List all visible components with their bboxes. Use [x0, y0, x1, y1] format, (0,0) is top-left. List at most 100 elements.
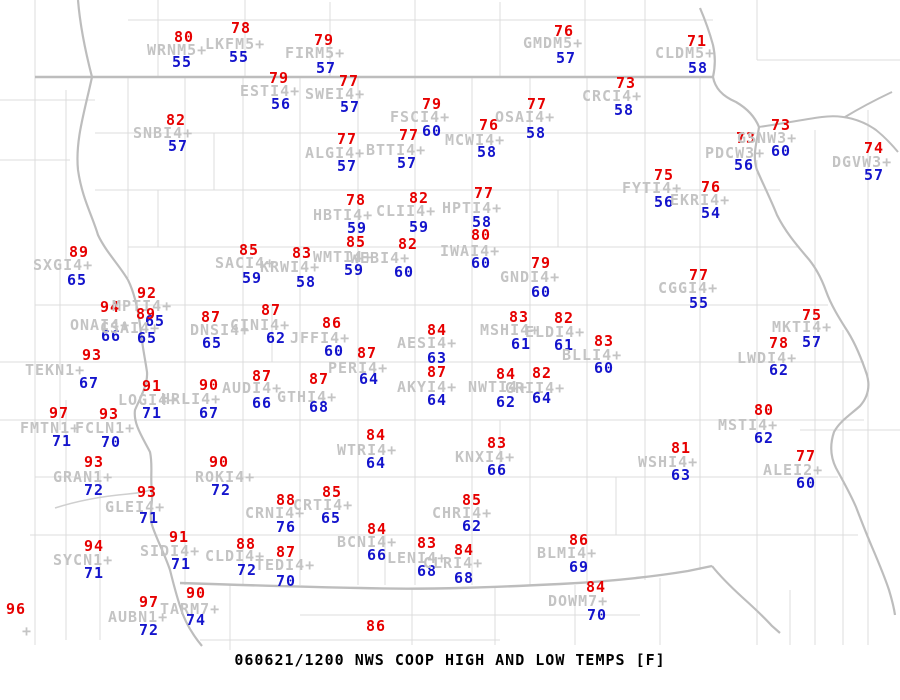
station-high-temp: 93 — [137, 483, 158, 501]
station-low-temp: 65 — [202, 334, 223, 352]
station-high-temp: 84 — [366, 426, 387, 444]
station-id-label: FSCI4+ — [390, 108, 451, 126]
station-id-label: SACI4+ — [215, 254, 276, 272]
station-low-temp: 57 — [397, 154, 418, 172]
station-high-temp: 94 — [100, 298, 121, 316]
station-low-temp: 58 — [296, 273, 317, 291]
station-high-temp: 79 — [531, 254, 552, 272]
station-id-label: SWEI4+ — [305, 85, 366, 103]
station-high-temp: 91 — [169, 528, 190, 546]
station-low-temp: 61 — [511, 335, 532, 353]
station-high-temp: 88 — [236, 535, 257, 553]
station-high-temp: 77 — [527, 95, 548, 113]
station-high-temp: 84 — [586, 578, 607, 596]
station-id-label: WMTI4+ — [313, 248, 374, 266]
station-low-temp: 72 — [237, 561, 258, 579]
station-id-label: FCLN1+ — [75, 419, 136, 437]
station-high-temp: 76 — [701, 178, 722, 196]
station-high-temp: 82 — [398, 235, 419, 253]
station-low-temp: 68 — [417, 562, 438, 580]
station-high-temp: 97 — [139, 593, 160, 611]
station-id-label: JFFI4+ — [290, 329, 351, 347]
station-low-temp: 57 — [864, 166, 885, 184]
station-low-temp: 76 — [276, 518, 297, 536]
station-id-label: PERI4+ — [328, 359, 389, 377]
station-high-temp: 92 — [137, 284, 158, 302]
station-id-label: GRAN1+ — [53, 468, 114, 486]
station-low-temp: 71 — [84, 564, 105, 582]
station-id-label: GTHI4+ — [277, 388, 338, 406]
station-high-temp: 87 — [201, 308, 222, 326]
des-moines-river — [711, 565, 781, 634]
station-id-label: ESTI4+ — [240, 82, 301, 100]
station-id-label: SYCN1+ — [53, 551, 114, 569]
station-id-label: WEBI4+ — [350, 249, 411, 267]
station-id-label: WRNM5+ — [147, 41, 208, 59]
station-low-temp: 60 — [324, 342, 345, 360]
station-high-temp: 91 — [142, 377, 163, 395]
station-id-label: SIDI4+ — [140, 542, 201, 560]
station-id-label: CRTI4+ — [293, 496, 354, 514]
station-low-temp: 65 — [321, 509, 342, 527]
station-id-label: LOGI4+ — [118, 391, 179, 409]
station-high-temp: 93 — [99, 405, 120, 423]
station-id-label: GSNW3+ — [737, 129, 798, 147]
station-low-temp: 66 — [101, 327, 122, 345]
station-high-temp: 86 — [569, 531, 590, 549]
station-id-label: ALEI2+ — [763, 461, 824, 479]
wisconsin-river — [758, 91, 899, 153]
station-low-temp: 58 — [688, 59, 709, 77]
station-low-temp: 56 — [734, 156, 755, 174]
station-high-temp: 87 — [309, 370, 330, 388]
station-high-temp: 75 — [654, 166, 675, 184]
station-id-label: WTRI4+ — [337, 441, 398, 459]
station-high-temp: 97 — [49, 404, 70, 422]
station-high-temp: 83 — [292, 244, 313, 262]
station-high-temp: 85 — [239, 241, 260, 259]
station-high-temp: 83 — [487, 434, 508, 452]
station-high-temp: 84 — [454, 541, 475, 559]
station-id-label: FIRM5+ — [285, 44, 346, 62]
station-low-temp: 68 — [309, 398, 330, 416]
station-low-temp: 55 — [172, 53, 193, 71]
station-low-temp: 59 — [344, 261, 365, 279]
station-id-label: MKTI4+ — [772, 318, 833, 336]
station-id-label: HBTI4+ — [313, 206, 374, 224]
station-high-temp: 90 — [186, 584, 207, 602]
station-id-label: OSAI4+ — [495, 108, 556, 126]
station-id-label: HRLI4+ — [161, 390, 222, 408]
station-high-temp: 79 — [314, 31, 335, 49]
station-high-temp: 85 — [346, 233, 367, 251]
station-high-temp: 71 — [687, 32, 708, 50]
station-low-temp: 70 — [101, 433, 122, 451]
station-low-temp: 59 — [242, 269, 263, 287]
station-id-label: MPTI4+ — [112, 297, 173, 315]
station-high-temp: 89 — [69, 243, 90, 261]
station-id-label: AUDI4+ — [222, 379, 283, 397]
station-low-temp: 74 — [186, 611, 207, 629]
station-id-label: IWAI4+ — [440, 242, 501, 260]
station-id-label: CLRI4+ — [423, 554, 484, 572]
station-id-label: TEDI4+ — [255, 556, 316, 574]
station-low-temp: 60 — [771, 142, 792, 160]
station-low-temp: 62 — [266, 329, 287, 347]
station-id-label: CHRI4+ — [432, 504, 493, 522]
station-high-temp: 94 — [84, 537, 105, 555]
station-low-temp: 60 — [796, 474, 817, 492]
station-low-temp: 72 — [139, 621, 160, 639]
station-id-label: KNXI4+ — [455, 448, 516, 466]
station-id-label: FMTN1+ — [20, 419, 81, 437]
station-high-temp: 80 — [174, 28, 195, 46]
missouri-river-border — [76, 0, 203, 647]
station-high-temp: 79 — [269, 69, 290, 87]
station-low-temp: 58 — [614, 101, 635, 119]
station-low-temp: 57 — [802, 333, 823, 351]
station-id-label: CGGI4+ — [658, 279, 719, 297]
station-low-temp: 66 — [487, 461, 508, 479]
station-high-temp: 87 — [357, 344, 378, 362]
station-low-temp: 62 — [496, 393, 517, 411]
station-high-temp: 82 — [409, 189, 430, 207]
station-id-label: CRCI4+ — [582, 87, 643, 105]
station-id-label: SNBI4+ — [133, 124, 194, 142]
